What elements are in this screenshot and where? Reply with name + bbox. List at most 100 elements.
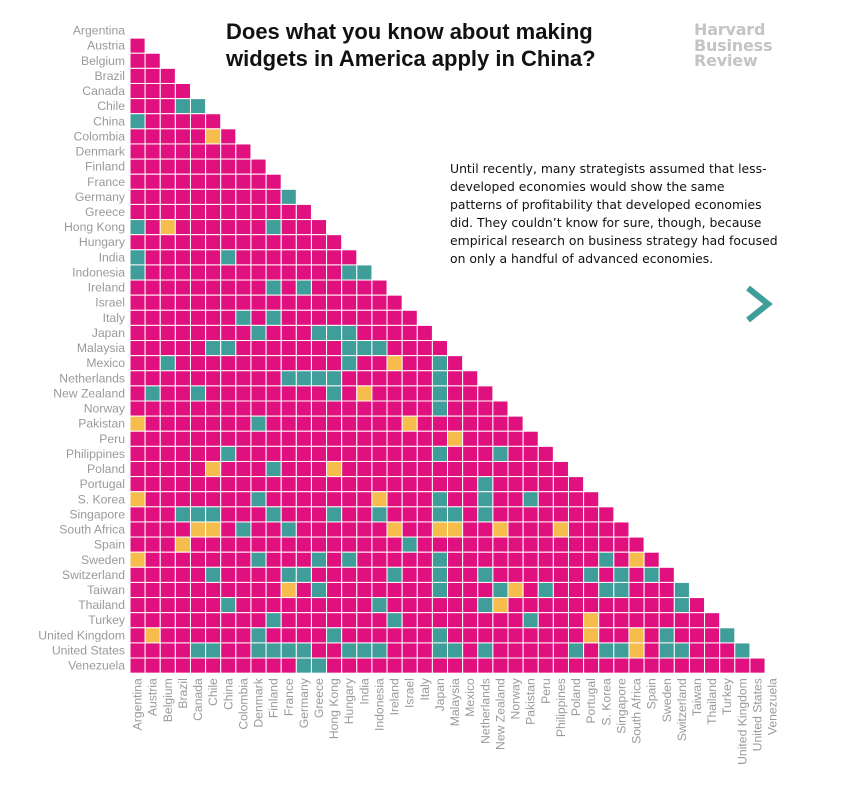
matrix-cell[interactable] xyxy=(356,430,373,447)
matrix-cell[interactable] xyxy=(129,445,146,462)
matrix-cell[interactable] xyxy=(280,234,297,251)
matrix-cell[interactable] xyxy=(235,385,252,402)
matrix-cell[interactable] xyxy=(431,385,449,402)
matrix-cell[interactable] xyxy=(235,506,252,523)
matrix-cell[interactable] xyxy=(250,249,267,266)
matrix-cell[interactable] xyxy=(174,173,191,190)
matrix-cell[interactable] xyxy=(280,249,297,266)
matrix-cell[interactable] xyxy=(295,597,312,614)
matrix-cell[interactable] xyxy=(371,294,388,311)
matrix-cell[interactable] xyxy=(265,430,282,447)
matrix-cell[interactable] xyxy=(507,460,524,478)
matrix-cell[interactable] xyxy=(295,536,312,553)
matrix-cell[interactable] xyxy=(401,385,418,402)
matrix-cell[interactable] xyxy=(386,324,403,342)
matrix-cell[interactable] xyxy=(205,249,222,266)
matrix-cell[interactable] xyxy=(401,491,418,508)
matrix-cell[interactable] xyxy=(431,340,449,357)
matrix-cell[interactable] xyxy=(598,506,615,523)
matrix-cell[interactable] xyxy=(688,657,706,674)
matrix-cell[interactable] xyxy=(220,234,237,251)
matrix-cell[interactable] xyxy=(220,476,237,493)
matrix-cell[interactable] xyxy=(386,430,403,447)
matrix-cell[interactable] xyxy=(341,430,358,447)
matrix-cell[interactable] xyxy=(265,415,282,432)
matrix-cell[interactable] xyxy=(174,249,191,266)
matrix-cell[interactable] xyxy=(295,234,312,251)
matrix-cell[interactable] xyxy=(265,309,282,326)
matrix-cell[interactable] xyxy=(583,581,600,599)
matrix-cell[interactable] xyxy=(310,597,328,614)
matrix-cell[interactable] xyxy=(159,249,176,266)
matrix-cell[interactable] xyxy=(658,642,675,659)
matrix-cell[interactable] xyxy=(477,657,494,674)
matrix-cell[interactable] xyxy=(265,249,282,266)
matrix-cell[interactable] xyxy=(356,657,373,674)
matrix-cell[interactable] xyxy=(280,264,297,281)
matrix-cell[interactable] xyxy=(613,627,630,644)
matrix-cell[interactable] xyxy=(462,445,479,462)
matrix-cell[interactable] xyxy=(265,627,282,644)
matrix-cell[interactable] xyxy=(250,642,267,659)
matrix-cell[interactable] xyxy=(144,385,161,402)
matrix-cell[interactable] xyxy=(235,415,252,432)
matrix-cell[interactable] xyxy=(537,521,554,538)
matrix-cell[interactable] xyxy=(522,460,539,478)
matrix-cell[interactable] xyxy=(447,430,464,447)
matrix-cell[interactable] xyxy=(401,657,418,674)
matrix-cell[interactable] xyxy=(129,491,146,508)
matrix-cell[interactable] xyxy=(371,521,388,538)
matrix-cell[interactable] xyxy=(250,324,267,342)
matrix-cell[interactable] xyxy=(250,355,267,372)
matrix-cell[interactable] xyxy=(431,566,449,583)
matrix-cell[interactable] xyxy=(416,521,433,538)
matrix-cell[interactable] xyxy=(552,521,569,538)
matrix-cell[interactable] xyxy=(265,597,282,614)
matrix-cell[interactable] xyxy=(159,67,176,84)
matrix-cell[interactable] xyxy=(265,264,282,281)
matrix-cell[interactable] xyxy=(189,657,207,674)
matrix-cell[interactable] xyxy=(734,657,751,674)
matrix-cell[interactable] xyxy=(144,98,161,115)
matrix-cell[interactable] xyxy=(326,279,343,296)
matrix-cell[interactable] xyxy=(174,309,191,326)
matrix-cell[interactable] xyxy=(295,249,312,266)
matrix-cell[interactable] xyxy=(326,612,343,629)
matrix-cell[interactable] xyxy=(326,400,343,417)
matrix-cell[interactable] xyxy=(734,642,751,659)
matrix-cell[interactable] xyxy=(386,597,403,614)
matrix-cell[interactable] xyxy=(477,400,494,417)
matrix-cell[interactable] xyxy=(583,597,600,614)
matrix-cell[interactable] xyxy=(416,324,433,342)
matrix-cell[interactable] xyxy=(326,355,343,372)
matrix-cell[interactable] xyxy=(401,597,418,614)
matrix-cell[interactable] xyxy=(280,597,297,614)
matrix-cell[interactable] xyxy=(310,521,328,538)
matrix-cell[interactable] xyxy=(552,566,569,583)
matrix-cell[interactable] xyxy=(265,370,282,387)
matrix-cell[interactable] xyxy=(189,491,207,508)
matrix-cell[interactable] xyxy=(326,415,343,432)
matrix-cell[interactable] xyxy=(537,491,554,508)
matrix-cell[interactable] xyxy=(522,521,539,538)
matrix-cell[interactable] xyxy=(492,476,509,493)
matrix-cell[interactable] xyxy=(159,627,176,644)
matrix-cell[interactable] xyxy=(159,385,176,402)
matrix-cell[interactable] xyxy=(144,234,161,251)
matrix-cell[interactable] xyxy=(371,491,388,508)
matrix-cell[interactable] xyxy=(220,612,237,629)
matrix-cell[interactable] xyxy=(174,385,191,402)
matrix-cell[interactable] xyxy=(159,491,176,508)
matrix-cell[interactable] xyxy=(144,597,161,614)
matrix-cell[interactable] xyxy=(537,445,554,462)
matrix-cell[interactable] xyxy=(537,581,554,599)
matrix-cell[interactable] xyxy=(537,612,554,629)
matrix-cell[interactable] xyxy=(235,264,252,281)
matrix-cell[interactable] xyxy=(189,430,207,447)
matrix-cell[interactable] xyxy=(552,612,569,629)
matrix-cell[interactable] xyxy=(280,370,297,387)
matrix-cell[interactable] xyxy=(401,551,418,568)
matrix-cell[interactable] xyxy=(205,521,222,538)
matrix-cell[interactable] xyxy=(326,551,343,568)
matrix-cell[interactable] xyxy=(189,581,207,599)
